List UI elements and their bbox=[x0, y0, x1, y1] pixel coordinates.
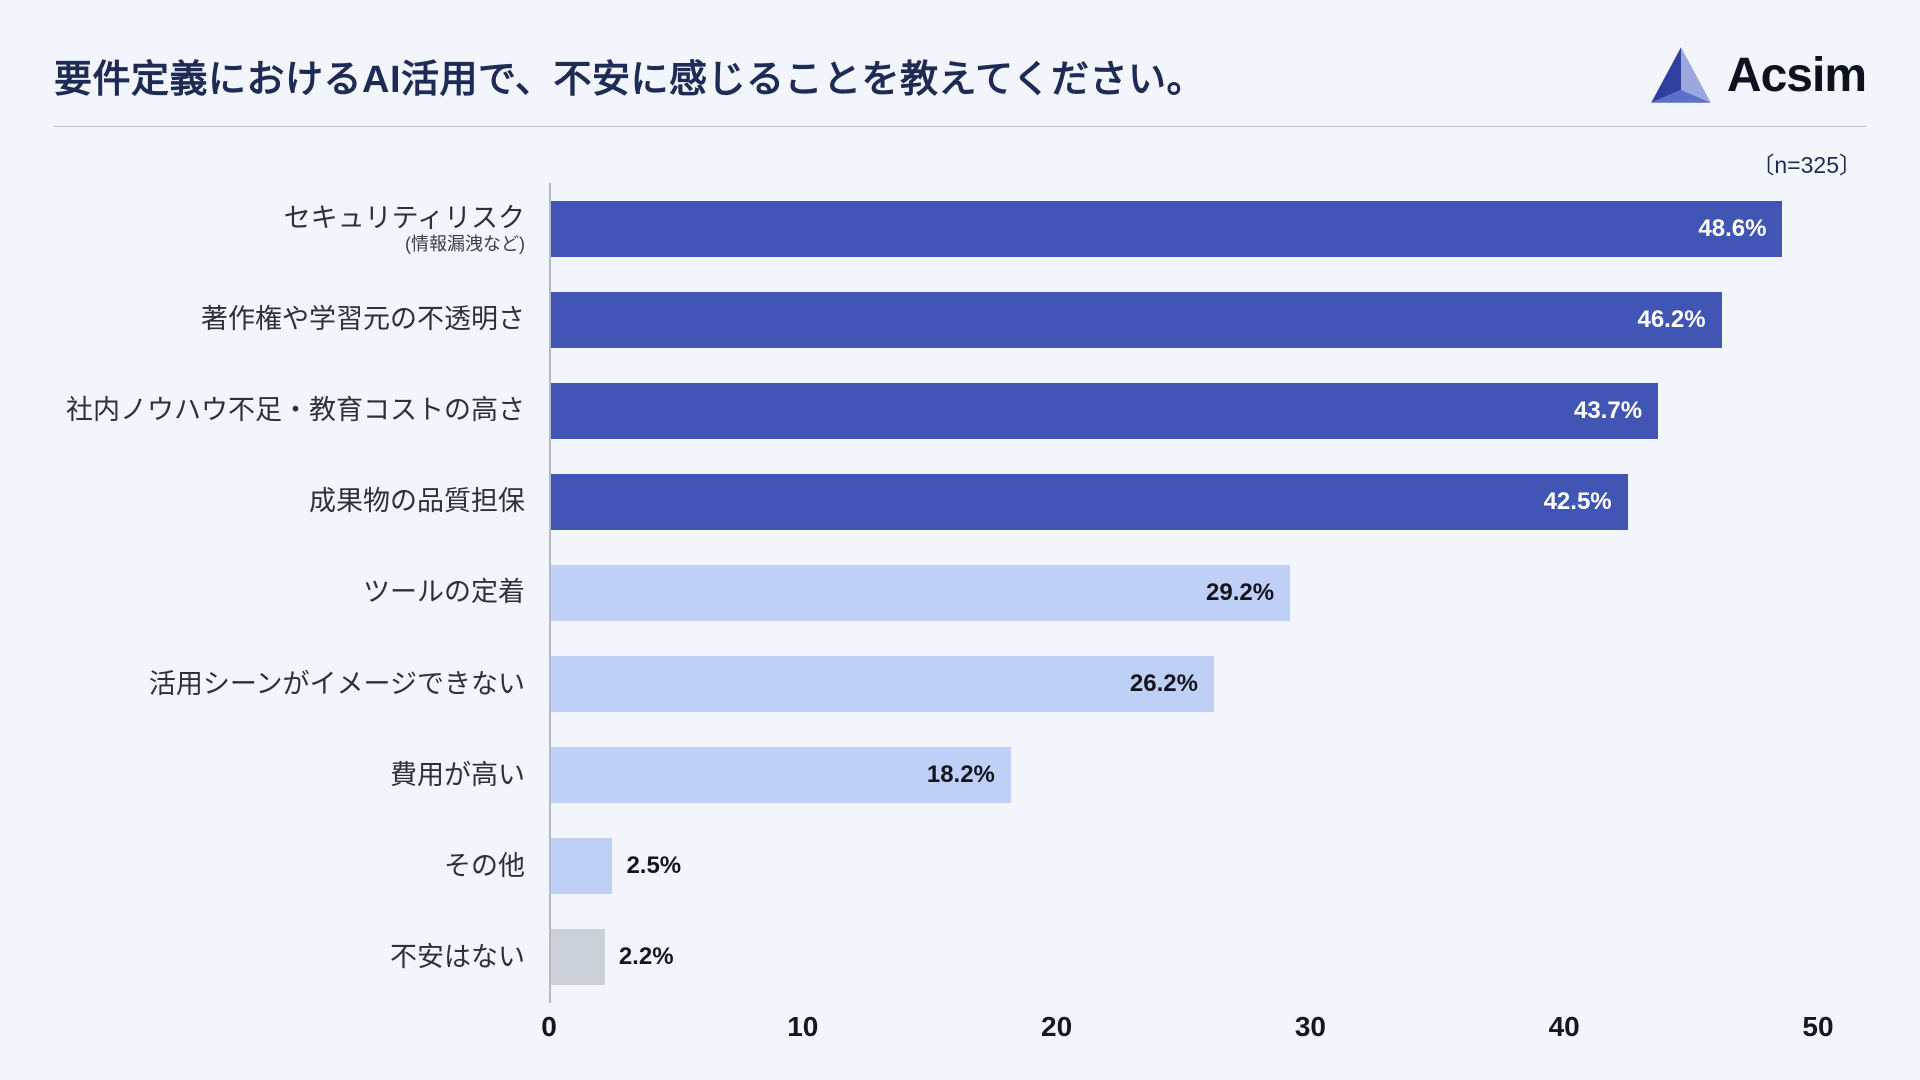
category-label: 社内ノウハウ不足・教育コストの高さ bbox=[54, 395, 549, 426]
bar-gray bbox=[549, 929, 605, 986]
x-tick-label: 50 bbox=[1802, 1011, 1834, 1042]
value-label: 42.5% bbox=[1543, 487, 1612, 515]
bar-track: 46.2% bbox=[549, 274, 1818, 365]
chart-row: 著作権や学習元の不透明さ 46.2% bbox=[54, 274, 1818, 365]
bar-track: 43.7% bbox=[549, 365, 1818, 456]
bar-light bbox=[549, 838, 613, 895]
chart-row: 不安はない 2.2% bbox=[54, 912, 1818, 1003]
page-header: 要件定義におけるAI活用で、不安に感じることを教えてください。 Acsim bbox=[54, 30, 1867, 120]
brand-logo-pyramid-icon bbox=[1651, 47, 1711, 103]
bar-track: 29.2% bbox=[549, 547, 1818, 638]
page-title: 要件定義におけるAI活用で、不安に感じることを教えてください。 bbox=[54, 58, 1205, 101]
bar-light: 29.2% bbox=[549, 564, 1291, 621]
x-axis-ticks: 0 10 20 30 40 50 bbox=[541, 1003, 1833, 1063]
value-label: 2.5% bbox=[626, 852, 682, 880]
category-label-text: 社内ノウハウ不足・教育コストの高さ bbox=[66, 395, 525, 426]
value-label: 29.2% bbox=[1206, 578, 1275, 606]
category-label-text: ツールの定着 bbox=[363, 577, 525, 608]
x-tick-label: 40 bbox=[1548, 1011, 1580, 1042]
bar-track: 42.5% bbox=[549, 456, 1818, 547]
bar-dark: 42.5% bbox=[549, 473, 1628, 530]
bar-dark: 43.7% bbox=[549, 382, 1659, 439]
chart-rows: セキュリティリスク (情報漏洩など) 48.6% 著作権や学習元の不透明さ 46.2% 社… bbox=[54, 183, 1818, 1003]
category-label-text: 成果物の品質担保 bbox=[309, 486, 525, 517]
value-label: 26.2% bbox=[1129, 670, 1198, 698]
category-label-text: 著作権や学習元の不透明さ bbox=[201, 304, 525, 335]
chart-row: セキュリティリスク (情報漏洩など) 48.6% bbox=[54, 183, 1818, 274]
category-label-text: 費用が高い bbox=[390, 759, 525, 790]
category-label: セキュリティリスク (情報漏洩など) bbox=[54, 203, 549, 255]
category-label: 活用シーンがイメージできない bbox=[54, 669, 549, 700]
category-label-text: セキュリティリスク bbox=[283, 202, 525, 233]
bar-dark: 46.2% bbox=[549, 291, 1722, 348]
bar-track: 2.2% bbox=[549, 912, 1818, 1003]
category-label: 成果物の品質担保 bbox=[54, 486, 549, 517]
bar-track: 18.2% bbox=[549, 730, 1818, 821]
chart-row: 費用が高い 18.2% bbox=[54, 730, 1818, 821]
x-tick-label: 0 bbox=[541, 1011, 557, 1042]
bar-track: 26.2% bbox=[549, 639, 1818, 730]
category-label: 著作権や学習元の不透明さ bbox=[54, 304, 549, 335]
value-label: 18.2% bbox=[926, 761, 995, 789]
chart-row: 活用シーンがイメージできない 26.2% bbox=[54, 639, 1818, 730]
brand-logo-text: Acsim bbox=[1726, 48, 1867, 102]
chart-row: 社内ノウハウ不足・教育コストの高さ 43.7% bbox=[54, 365, 1818, 456]
header-divider bbox=[54, 126, 1866, 127]
category-label: 不安はない bbox=[54, 942, 549, 973]
chart-row: その他 2.5% bbox=[54, 821, 1818, 912]
horizontal-bar-chart: セキュリティリスク (情報漏洩など) 48.6% 著作権や学習元の不透明さ 46.2% 社… bbox=[54, 183, 1834, 1063]
category-label: ツールの定着 bbox=[54, 577, 549, 608]
category-label-text: 活用シーンがイメージできない bbox=[148, 668, 525, 699]
value-label: 2.2% bbox=[618, 943, 674, 971]
brand-logo: Acsim bbox=[1649, 45, 1867, 105]
value-label: 43.7% bbox=[1574, 396, 1643, 424]
bar-light: 18.2% bbox=[549, 747, 1011, 804]
value-label: 46.2% bbox=[1637, 305, 1706, 333]
chart-row: ツールの定着 29.2% bbox=[54, 547, 1818, 638]
bar-track: 48.6% bbox=[549, 183, 1818, 274]
category-label-text: その他 bbox=[444, 850, 525, 881]
sample-size-note: 〔n=325〕 bbox=[1751, 152, 1862, 178]
x-tick-label: 30 bbox=[1294, 1011, 1326, 1042]
category-label: 費用が高い bbox=[54, 760, 549, 791]
chart-row: 成果物の品質担保 42.5% bbox=[54, 456, 1818, 547]
y-axis-line bbox=[549, 183, 551, 1003]
bar-dark: 48.6% bbox=[549, 200, 1783, 257]
category-sublabel-text: (情報漏洩など) bbox=[405, 233, 525, 254]
value-label: 48.6% bbox=[1698, 214, 1767, 242]
category-label: その他 bbox=[54, 851, 549, 882]
category-label-text: 不安はない bbox=[390, 941, 525, 972]
bar-light: 26.2% bbox=[549, 656, 1214, 713]
bar-track: 2.5% bbox=[549, 821, 1818, 912]
x-tick-label: 20 bbox=[1041, 1011, 1073, 1042]
x-tick-label: 10 bbox=[787, 1011, 819, 1042]
